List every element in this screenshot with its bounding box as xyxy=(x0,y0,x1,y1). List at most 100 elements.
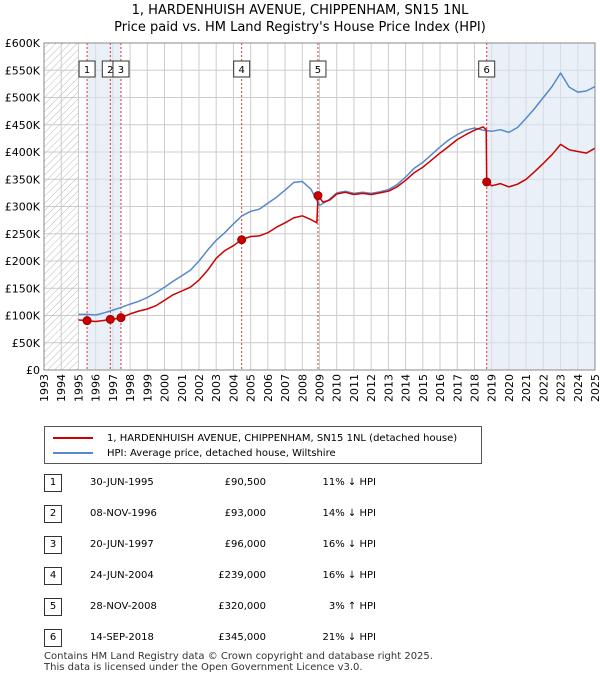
footer-line-1: Contains HM Land Registry data © Crown c… xyxy=(44,651,433,662)
sale-point xyxy=(82,316,92,326)
x-tick-label: 2022 xyxy=(537,374,550,402)
x-tick-label: 2020 xyxy=(503,374,516,402)
footer-attribution: Contains HM Land Registry data © Crown c… xyxy=(44,651,433,673)
chart-legend: 1, HARDENHUISH AVENUE, CHIPPENHAM, SN15 … xyxy=(44,426,482,464)
x-tick-label: 2004 xyxy=(227,374,240,402)
x-tick-label: 2000 xyxy=(159,374,172,402)
row-hpi-diff: 14% ↓ HPI xyxy=(322,508,376,519)
x-tick-label: 2006 xyxy=(262,374,275,402)
sale-number-label: 2 xyxy=(107,65,113,76)
row-date: 08-NOV-1996 xyxy=(90,508,157,519)
property-price-line xyxy=(78,126,596,323)
table-row: 4 24-JUN-2004 £239,000 16% ↓ HPI xyxy=(44,567,444,585)
x-tick-label: 1995 xyxy=(72,374,85,402)
y-tick-label: £350K xyxy=(5,173,41,186)
chart-title: 1, HARDENHUISH AVENUE, CHIPPENHAM, SN15 … xyxy=(0,2,600,36)
legend-label-hpi: HPI: Average price, detached house, Wilt… xyxy=(107,447,336,459)
row-hpi-diff: 16% ↓ HPI xyxy=(322,539,376,550)
y-tick-label: £600K xyxy=(5,37,41,50)
x-tick-label: 2011 xyxy=(348,374,361,402)
sale-number-box xyxy=(233,60,251,78)
x-tick-label: 2018 xyxy=(468,374,481,402)
x-tick-label: 1998 xyxy=(124,374,137,402)
sale-number-label: 3 xyxy=(118,65,124,76)
row-price: £93,000 xyxy=(224,508,266,519)
x-tick-label: 2023 xyxy=(555,374,568,402)
row-hpi-diff: 16% ↓ HPI xyxy=(322,570,376,581)
x-tick-label: 2001 xyxy=(176,374,189,402)
title-line-2: Price paid vs. HM Land Registry's House … xyxy=(114,20,486,35)
hpi-line xyxy=(78,72,596,316)
x-tick-label: 2025 xyxy=(589,374,600,402)
y-tick-label: £100K xyxy=(5,310,41,323)
sale-number-box xyxy=(478,60,496,78)
legend-swatch-hpi xyxy=(53,452,93,454)
sale-point xyxy=(105,314,115,324)
x-tick-label: 2024 xyxy=(572,374,585,402)
y-tick-label: £450K xyxy=(5,119,41,132)
y-tick-label: £300K xyxy=(5,201,41,214)
row-hpi-diff: 21% ↓ HPI xyxy=(322,632,376,643)
y-tick-label: £400K xyxy=(5,146,41,159)
row-date: 24-JUN-2004 xyxy=(90,570,154,581)
table-row: 3 20-JUN-1997 £96,000 16% ↓ HPI xyxy=(44,536,444,554)
sale-number-box xyxy=(112,60,130,78)
row-hpi-diff: 11% ↓ HPI xyxy=(322,477,376,488)
hatched-region xyxy=(44,43,79,370)
legend-swatch-property xyxy=(53,437,93,439)
row-price: £239,000 xyxy=(218,570,266,581)
x-tick-label: 2003 xyxy=(210,374,223,402)
x-tick-label: 2021 xyxy=(520,374,533,402)
x-tick-label: 2005 xyxy=(245,374,258,402)
row-hpi-diff: 3% ↑ HPI xyxy=(328,601,376,612)
y-tick-label: £0 xyxy=(26,364,40,377)
sale-point xyxy=(313,191,323,201)
x-tick-label: 1996 xyxy=(90,374,103,402)
row-date: 20-JUN-1997 xyxy=(90,539,154,550)
row-number-badge: 3 xyxy=(44,536,62,554)
row-price: £320,000 xyxy=(218,601,266,612)
x-tick-label: 2015 xyxy=(417,374,430,402)
x-tick-label: 1997 xyxy=(107,374,120,402)
x-tick-label: 2002 xyxy=(193,374,206,402)
row-number-badge: 2 xyxy=(44,505,62,523)
table-row: 2 08-NOV-1996 £93,000 14% ↓ HPI xyxy=(44,505,444,523)
x-tick-label: 2008 xyxy=(296,374,309,402)
y-tick-label: £200K xyxy=(5,255,41,268)
x-tick-label: 2010 xyxy=(331,374,344,402)
x-tick-label: 1994 xyxy=(55,374,68,402)
sale-point xyxy=(116,313,126,323)
sale-number-label: 5 xyxy=(315,65,321,76)
row-date: 28-NOV-2008 xyxy=(90,601,157,612)
row-number-badge: 1 xyxy=(44,474,62,492)
sale-number-box xyxy=(309,60,327,78)
sale-number-label: 4 xyxy=(238,65,244,76)
y-tick-label: £250K xyxy=(5,228,41,241)
row-date: 14-SEP-2018 xyxy=(90,632,154,643)
x-tick-label: 2007 xyxy=(279,374,292,402)
row-price: £90,500 xyxy=(224,477,266,488)
table-row: 6 14-SEP-2018 £345,000 21% ↓ HPI xyxy=(44,629,444,647)
y-tick-label: £550K xyxy=(5,64,41,77)
x-tick-label: 1993 xyxy=(38,374,51,402)
x-tick-label: 2016 xyxy=(434,374,447,402)
title-line-1: 1, HARDENHUISH AVENUE, CHIPPENHAM, SN15 … xyxy=(131,3,469,18)
sale-point xyxy=(482,177,492,187)
y-tick-label: £150K xyxy=(5,282,41,295)
sale-number-label: 1 xyxy=(84,65,90,76)
plot-border xyxy=(43,42,596,371)
row-number-badge: 5 xyxy=(44,598,62,616)
row-number-badge: 6 xyxy=(44,629,62,647)
table-row: 5 28-NOV-2008 £320,000 3% ↑ HPI xyxy=(44,598,444,616)
x-tick-label: 2014 xyxy=(400,374,413,402)
sale-point xyxy=(237,235,247,245)
sale-number-label: 6 xyxy=(484,65,490,76)
x-tick-label: 1999 xyxy=(141,374,154,402)
row-price: £96,000 xyxy=(224,539,266,550)
legend-item-hpi: HPI: Average price, detached house, Wilt… xyxy=(53,446,336,460)
x-tick-label: 2009 xyxy=(314,374,327,402)
x-tick-label: 2017 xyxy=(451,374,464,402)
y-tick-label: £500K xyxy=(5,92,41,105)
x-tick-label: 2013 xyxy=(382,374,395,402)
